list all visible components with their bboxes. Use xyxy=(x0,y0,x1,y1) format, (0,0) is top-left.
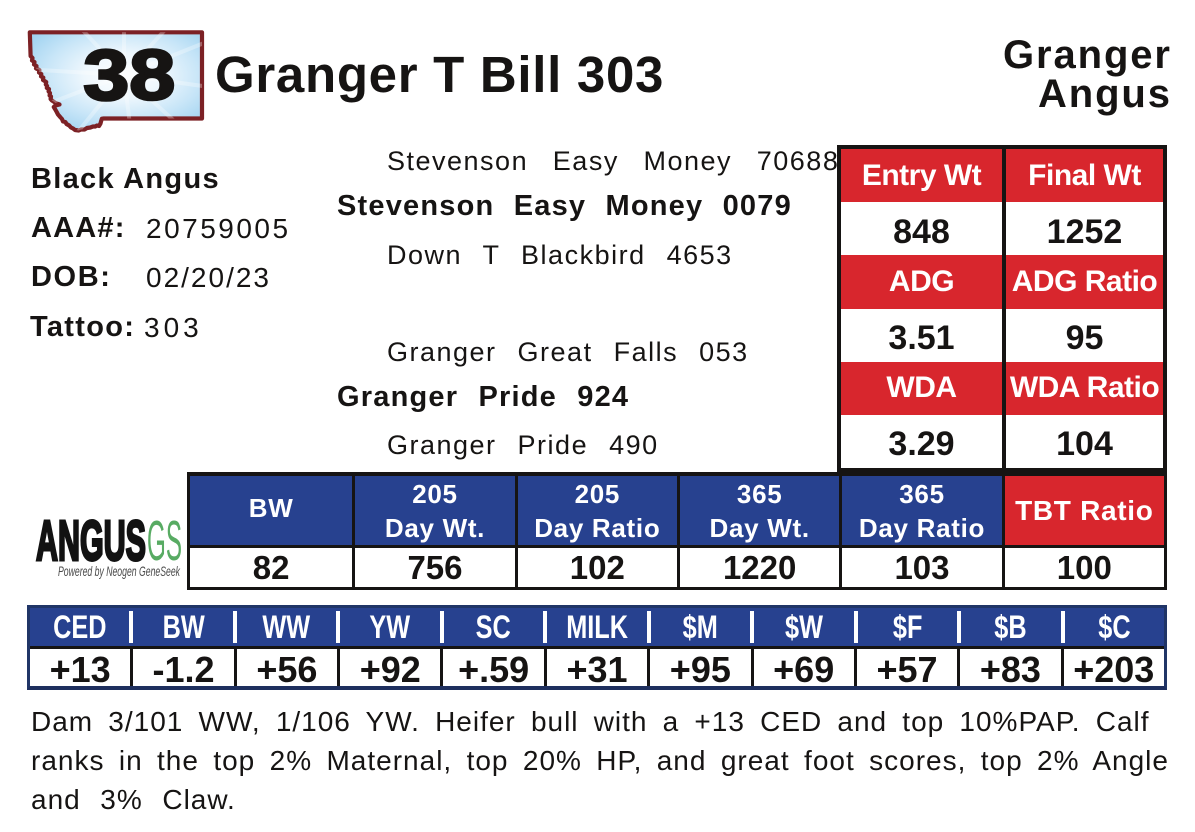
svg-text:38: 38 xyxy=(83,37,175,116)
svg-text:Powered by Neogen GeneSeek: Powered by Neogen GeneSeek xyxy=(58,563,181,579)
svg-text:GS: GS xyxy=(147,512,182,573)
svg-text:ANGUS: ANGUS xyxy=(36,512,146,573)
